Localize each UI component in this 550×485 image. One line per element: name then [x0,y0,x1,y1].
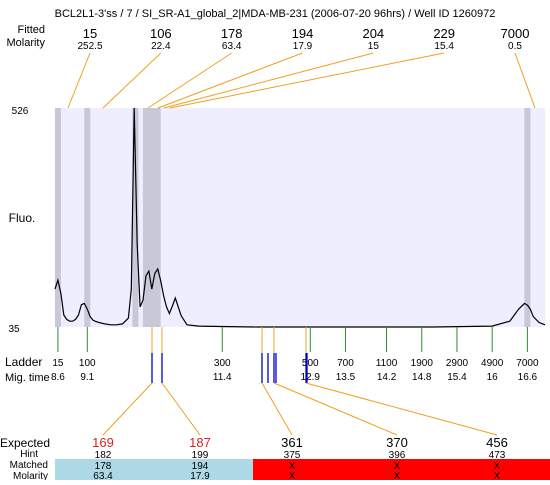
molarity-value: 63.4 [93,471,113,480]
matched-value: 194 [192,461,209,472]
ladder-size-label: 4900 [481,358,504,369]
matched-value: 178 [95,461,112,472]
peak-molarity-label: 15 [368,41,380,52]
peak-molarity-label: 252.5 [77,41,102,52]
ladder-time-label: 9.1 [80,372,94,383]
expected-connector [273,382,398,436]
ladder-size-label: 300 [214,358,231,369]
peak-connector-line [163,52,374,109]
matched-value: X [494,461,501,472]
peak-connector-line [147,52,232,109]
hint-value: 375 [284,450,301,461]
peak-connector-line [514,52,536,109]
molarity-value: X [394,471,401,480]
peak-band [132,108,139,327]
peak-molarity-label: 17.9 [293,41,313,52]
expected-connector [261,382,293,436]
ladder-size-label: 15 [52,358,64,369]
ladder-time-label: 14.8 [412,372,432,383]
found-background [55,459,253,480]
peak-band [142,108,149,327]
peak-band [524,108,531,327]
ladder-time-label: 13.5 [336,372,356,383]
ladder-time-label: 12.9 [301,372,321,383]
matched-label: Matched [10,460,48,471]
peak-connector-line [157,52,303,109]
hint-value: 182 [95,450,112,461]
hint-value: 199 [192,450,209,461]
peak-connector-line [67,52,91,109]
ladder-size-label: 700 [337,358,354,369]
expected-label: Expected [0,436,50,450]
ladder-time-label: 15.4 [447,372,467,383]
peak-size-label: 204 [362,26,384,41]
peak-band [154,108,161,327]
peak-size-label: 106 [150,26,172,41]
peak-molarity-label: 15.4 [434,41,454,52]
peak-molarity-label: 22.4 [151,41,171,52]
ladder-size-label: 100 [79,358,96,369]
molarity-value: X [289,471,296,480]
ladder-time-label: 8.6 [51,372,65,383]
matched-value: X [394,461,401,472]
chart-title: BCL2L1-3'ss / 7 / SI_SR-A1_global_2|MDA-… [55,8,496,20]
peak-size-label: 229 [433,26,455,41]
expected-value: 169 [92,435,114,450]
expected-value: 361 [281,435,303,450]
matched-value: X [289,461,296,472]
expected-value: 456 [486,435,508,450]
migtime-label: Mig. time [5,372,50,384]
peak-connector-line [169,52,445,109]
fluorescence-trace [54,107,546,328]
ladder-size-label: 1900 [411,358,434,369]
ladder-time-label: 16 [487,372,499,383]
ladder-label: Ladder [5,355,42,369]
peak-molarity-label: 0.5 [508,41,522,52]
peak-size-label: 178 [221,26,243,41]
molarity-row-label: Molarity [13,471,48,480]
expected-connector [102,382,153,436]
expected-connector [305,382,498,436]
peak-band [148,108,155,327]
peak-band [84,108,91,327]
peak-band [54,108,61,327]
molarity-value: 17.9 [190,471,210,480]
peak-molarity-label: 63.4 [222,41,242,52]
ladder-time-label: 11.4 [213,372,232,383]
hint-label: Hint [20,449,38,460]
expected-connector [161,382,201,436]
ladder-size-label: 2900 [446,358,469,369]
hint-value: 473 [489,450,506,461]
missing-background [253,459,550,480]
fitted-label: Fitted [17,24,45,36]
expected-value: 370 [386,435,408,450]
peak-connector-line [102,52,162,109]
hint-value: 396 [389,450,406,461]
ladder-time-label: 14.2 [377,372,397,383]
ladder-time-label: 16.6 [518,372,538,383]
molarity-value: X [494,471,501,480]
y-tick-top: 526 [12,106,29,117]
y-axis-label: Fluo. [9,211,36,225]
y-tick-bottom: 35 [8,324,20,335]
plot-background [55,108,545,327]
ladder-size-label: 1100 [376,358,398,369]
molarity-header-label: Molarity [6,37,45,49]
peak-size-label: 7000 [501,26,530,41]
expected-value: 187 [189,435,211,450]
ladder-size-label: 500 [302,358,319,369]
ladder-size-label: 7000 [516,358,539,369]
peak-size-label: 194 [292,26,314,41]
peak-size-label: 15 [83,26,97,41]
